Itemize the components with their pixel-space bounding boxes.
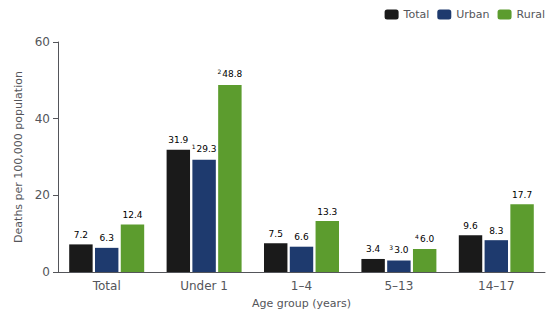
svg-text:2: 2 — [217, 68, 221, 75]
svg-text:17.7: 17.7 — [512, 190, 532, 200]
svg-text:Urban: Urban — [456, 8, 489, 21]
svg-text:3.4: 3.4 — [366, 244, 381, 254]
svg-text:48.8: 48.8 — [222, 69, 242, 79]
svg-text:4: 4 — [415, 233, 419, 240]
svg-text:29.3: 29.3 — [196, 144, 216, 154]
svg-text:7.2: 7.2 — [74, 230, 88, 240]
svg-text:Total: Total — [403, 8, 430, 21]
svg-text:14–17: 14–17 — [478, 279, 515, 293]
svg-text:13.3: 13.3 — [317, 207, 337, 217]
svg-text:3: 3 — [389, 244, 393, 251]
svg-text:7.5: 7.5 — [269, 229, 283, 239]
svg-text:1: 1 — [192, 143, 196, 150]
svg-text:6.3: 6.3 — [100, 233, 114, 243]
svg-text:1–4: 1–4 — [291, 279, 312, 293]
svg-text:20: 20 — [35, 188, 50, 202]
svg-text:0: 0 — [42, 265, 50, 279]
svg-text:6.6: 6.6 — [294, 232, 309, 242]
svg-text:60: 60 — [35, 35, 50, 49]
svg-text:31.9: 31.9 — [168, 135, 188, 145]
svg-text:Age group (years): Age group (years) — [252, 297, 351, 310]
svg-text:Deaths per 100,000 population: Deaths per 100,000 population — [12, 71, 25, 243]
svg-text:9.6: 9.6 — [463, 221, 478, 231]
svg-text:12.4: 12.4 — [122, 210, 142, 220]
svg-text:8.3: 8.3 — [489, 226, 503, 236]
svg-text:Under 1: Under 1 — [180, 279, 228, 293]
svg-text:3.0: 3.0 — [394, 245, 409, 255]
svg-text:Total: Total — [92, 279, 121, 293]
svg-text:5–13: 5–13 — [384, 279, 413, 293]
svg-text:6.0: 6.0 — [420, 234, 435, 244]
svg-text:Rural: Rural — [517, 8, 545, 21]
svg-text:40: 40 — [35, 112, 50, 126]
